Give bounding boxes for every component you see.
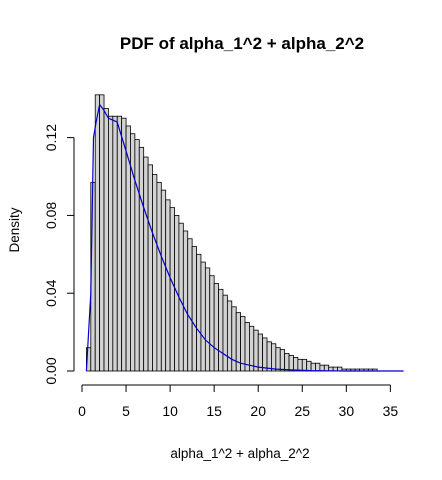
histogram-bars <box>86 94 378 372</box>
histogram-bar <box>94 94 101 372</box>
histogram-bar <box>301 358 308 372</box>
x-tick-label: 0 <box>78 403 86 419</box>
histogram-bar <box>147 164 153 372</box>
histogram-bar <box>138 146 145 372</box>
histogram-bar <box>200 261 206 372</box>
x-tick-label: 20 <box>250 403 266 419</box>
histogram-bar <box>143 156 149 372</box>
histogram-bar <box>196 253 202 372</box>
y-axis: 0.00 0.04 0.08 0.12 <box>43 124 75 385</box>
histogram-bar <box>204 267 211 372</box>
histogram-bar <box>226 300 233 372</box>
histogram-bar <box>152 174 158 372</box>
y-tick-label: 0.00 <box>43 357 59 384</box>
histogram-bar <box>213 283 219 372</box>
histogram-bar <box>293 356 299 372</box>
x-axis: 0 5 10 15 20 25 30 35 <box>78 384 399 419</box>
histogram-bar <box>121 117 127 372</box>
histogram-bar <box>244 321 250 372</box>
histogram-bar <box>266 341 272 372</box>
histogram-bar <box>297 358 303 372</box>
histogram-bar <box>187 238 193 372</box>
histogram-bar <box>116 115 123 372</box>
histogram-bar <box>156 181 162 372</box>
density-curve <box>85 103 404 372</box>
histogram-bar <box>160 189 167 372</box>
histogram-bar <box>99 94 105 372</box>
histogram-bar <box>169 207 175 372</box>
x-tick-label: 15 <box>206 403 222 419</box>
histogram-bar <box>209 275 215 372</box>
histogram-bar <box>306 360 312 372</box>
x-tick-label: 10 <box>162 403 178 419</box>
histogram-bar <box>178 222 184 372</box>
histogram-bar <box>275 347 281 372</box>
histogram-bar <box>134 139 140 372</box>
histogram-bar <box>315 362 321 372</box>
density-curve-group <box>85 103 404 372</box>
histogram-bar <box>108 115 114 372</box>
histogram-bar <box>284 353 290 372</box>
histogram-bar <box>103 108 109 372</box>
x-axis-label: alpha_1^2 + alpha_2^2 <box>170 446 309 461</box>
y-tick-label: 0.12 <box>43 124 59 151</box>
x-tick-label: 5 <box>122 403 130 419</box>
histogram-bar <box>257 333 264 372</box>
chart-title: PDF of alpha_1^2 + alpha_2^2 <box>120 34 364 53</box>
x-tick-label: 30 <box>339 403 355 419</box>
y-axis-label: Density <box>7 207 22 252</box>
histogram-bar <box>191 246 197 372</box>
histogram-bar <box>218 288 224 372</box>
histogram-bar <box>253 329 259 372</box>
histogram-bar <box>323 364 330 372</box>
histogram-bar <box>249 325 255 372</box>
y-tick-label: 0.04 <box>43 279 59 306</box>
x-tick-label: 25 <box>294 403 310 419</box>
x-tick-label: 35 <box>383 403 399 419</box>
histogram-bar <box>222 294 228 372</box>
histogram-bar <box>112 115 118 372</box>
y-tick-label: 0.08 <box>43 202 59 229</box>
histogram-bar <box>310 362 316 372</box>
histogram-bar <box>279 349 286 372</box>
histogram-bar <box>182 230 189 372</box>
histogram-bar <box>271 343 277 372</box>
histogram-bar <box>165 199 171 372</box>
histogram-bar <box>262 337 268 372</box>
histogram-bar <box>288 355 294 372</box>
